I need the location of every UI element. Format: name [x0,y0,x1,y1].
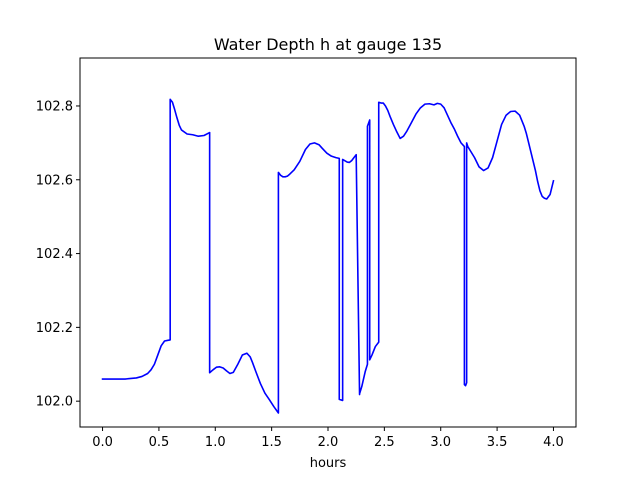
x-tick-label: 1.5 [261,435,282,450]
x-tick-label: 0.0 [92,435,113,450]
y-tick-label: 102.0 [36,395,73,410]
series-line-0 [101,98,555,414]
x-axis-label: hours [310,456,347,471]
chart-title: Water Depth h at gauge 135 [214,35,442,54]
x-tick-label: 1.0 [205,435,226,450]
plot-layer [101,98,555,414]
x-axis: 0.0 0.5 1.0 1.5 2.0 2.5 3.0 3.5 4.0 [92,427,564,450]
x-tick-label: 2.0 [318,435,339,450]
x-tick-label: 4.0 [543,435,564,450]
y-tick-label: 102.2 [36,321,73,336]
x-tick-label: 0.5 [149,435,170,450]
y-tick-label: 102.6 [36,173,73,188]
x-tick-label: 2.5 [374,435,395,450]
x-tick-label: 3.5 [487,435,508,450]
y-tick-label: 102.4 [36,247,73,262]
plot-frame [79,57,577,428]
x-tick-label: 3.0 [430,435,451,450]
y-axis: 102.0 102.2 102.4 102.6 102.8 [36,99,80,410]
y-tick-label: 102.8 [36,99,73,114]
